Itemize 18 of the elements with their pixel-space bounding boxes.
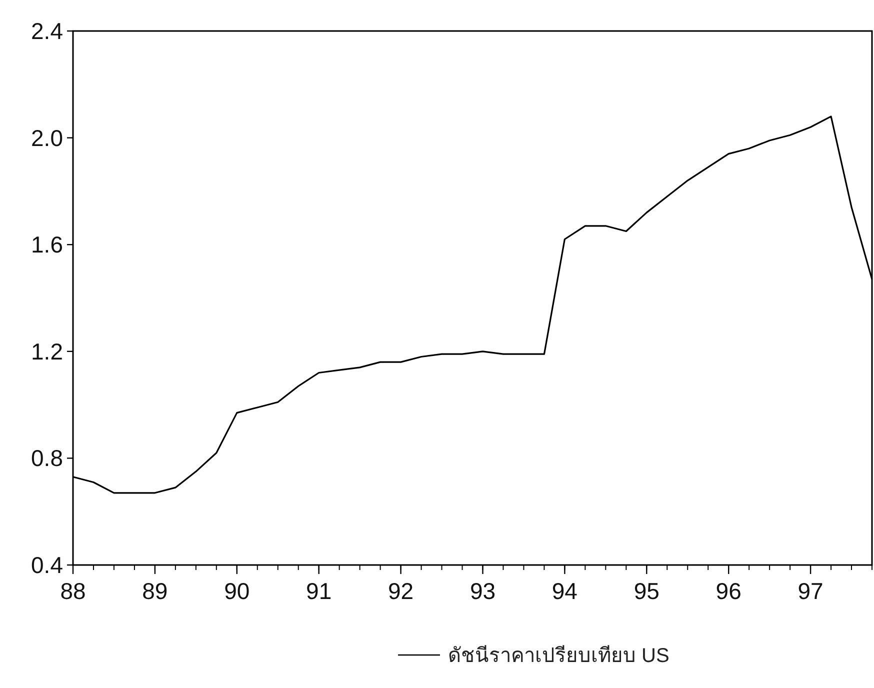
x-tick-label: 97 bbox=[798, 578, 824, 604]
y-tick-label: 1.6 bbox=[31, 232, 63, 258]
x-tick-label: 94 bbox=[552, 578, 578, 604]
y-tick-label: 1.2 bbox=[31, 338, 63, 364]
legend: ดัชนีราคาเปรียบเทียบ US bbox=[398, 645, 670, 667]
legend-label: ดัชนีราคาเปรียบเทียบ US bbox=[448, 645, 670, 667]
x-tick-label: 91 bbox=[306, 578, 332, 604]
y-tick-label: 0.8 bbox=[31, 445, 63, 472]
x-tick-label: 95 bbox=[634, 578, 660, 604]
y-tick-label: 2.0 bbox=[31, 124, 63, 151]
x-tick-label: 96 bbox=[716, 578, 742, 604]
x-tick-label: 92 bbox=[388, 578, 414, 604]
x-tick-label: 89 bbox=[142, 578, 168, 604]
x-tick-label: 90 bbox=[224, 578, 250, 604]
x-tick-label: 93 bbox=[470, 578, 496, 604]
y-tick-label: 2.4 bbox=[31, 18, 64, 44]
x-tick-label: 88 bbox=[60, 578, 86, 604]
y-tick-label: 0.4 bbox=[31, 552, 64, 578]
